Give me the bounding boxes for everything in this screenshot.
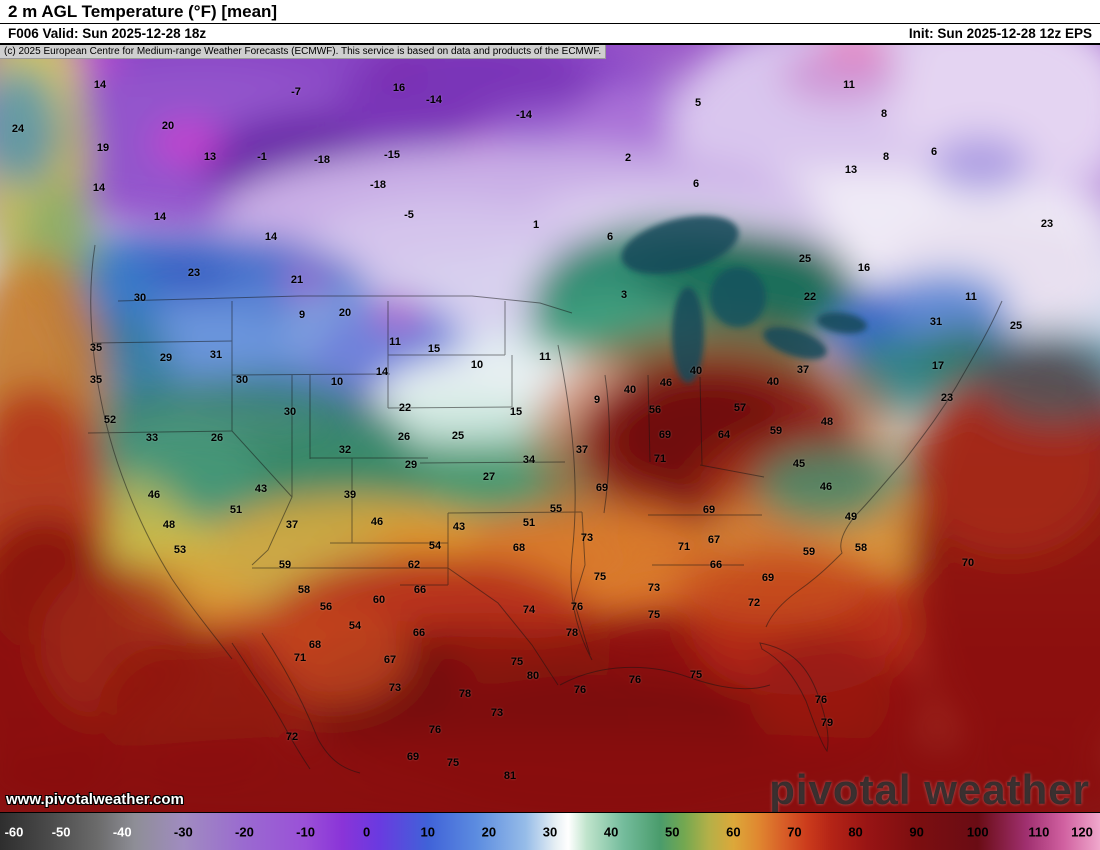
- init-time-label: Init: Sun 2025-12-28 12z EPS: [908, 26, 1092, 41]
- pivotal-weather-watermark: pivotal weather: [769, 766, 1090, 812]
- colorbar-tick-label: 10: [420, 824, 435, 840]
- colorbar-tick-label: 0: [363, 824, 371, 840]
- colorbar-tick-label: 60: [726, 824, 741, 840]
- colorbar-gradient: [0, 813, 1100, 850]
- colorbar-ticks: -60 -50 -40 -30 -20 -10 0 10 20 30 40 50 60 70 80 90 100…: [0, 813, 1100, 850]
- colorbar-tick-label: -50: [51, 824, 71, 840]
- colorbar-tick-label: 100: [966, 824, 989, 840]
- colorbar-tick-label: 90: [909, 824, 924, 840]
- colorbar-tick-label: 110: [1028, 824, 1050, 840]
- field-blobs: [0, 45, 1100, 812]
- page-title: 2 m AGL Temperature (°F) [mean]: [0, 0, 1100, 24]
- great-lakes: [621, 215, 867, 383]
- colorbar-tick-label: -20: [235, 824, 254, 840]
- colorbar-tick-label: 120: [1071, 824, 1093, 840]
- colorbar-tick-label: 50: [664, 824, 680, 840]
- forecast-info-row: F006 Valid: Sun 2025-12-28 18z Init: Sun…: [0, 24, 1100, 41]
- copyright-notice: (c) 2025 European Centre for Medium-rang…: [0, 45, 607, 59]
- temperature-colorbar: -60 -50 -40 -30 -20 -10 0 10 20 30 40 50 60 70 80 90 100…: [0, 812, 1100, 850]
- colorbar-tick-label: 40: [603, 824, 619, 840]
- colorbar-tick-label: -40: [112, 824, 132, 840]
- temperature-field-svg: [0, 45, 1100, 812]
- colorbar-tick-label: -30: [173, 824, 193, 840]
- map-header: 2 m AGL Temperature (°F) [mean] F006 Val…: [0, 0, 1100, 45]
- colorbar-tick-label: -60: [4, 824, 24, 840]
- colorbar-tick-label: 20: [481, 824, 497, 840]
- website-link[interactable]: www.pivotalweather.com: [6, 791, 184, 808]
- colorbar-tick-label: 70: [787, 824, 802, 840]
- valid-time-label: F006 Valid: Sun 2025-12-28 18z: [8, 26, 207, 41]
- temperature-map: (c) 2025 European Centre for Medium-rang…: [0, 45, 1100, 812]
- map-borders: [87, 244, 1003, 774]
- colorbar-tick-label: -10: [296, 824, 315, 840]
- colorbar-tick-label: 80: [848, 824, 863, 840]
- colorbar-tick-label: 30: [542, 824, 558, 840]
